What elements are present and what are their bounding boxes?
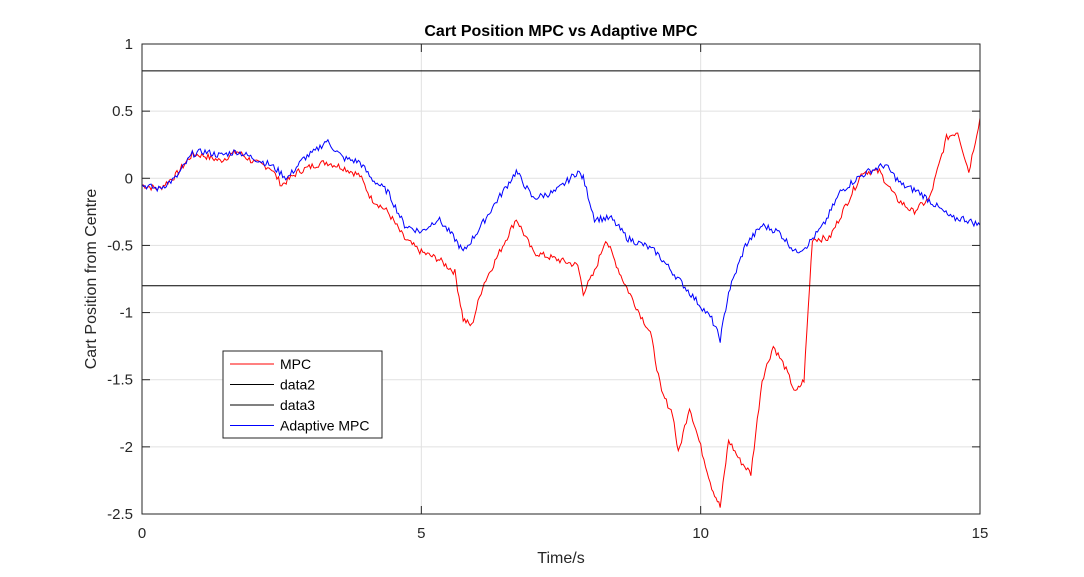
y-tick-label: -1 — [120, 305, 133, 322]
legend-entry: Adaptive MPC — [280, 418, 369, 434]
series-line-adaptive-mpc — [141, 138, 981, 343]
chart-title: Cart Position MPC vs Adaptive MPC — [424, 23, 698, 40]
series-line-mpc — [141, 117, 981, 508]
y-tick-label: -2 — [120, 439, 133, 456]
y-tick-label: -1.5 — [107, 372, 133, 389]
x-tick-label: 0 — [138, 525, 146, 542]
y-tick-label: -0.5 — [107, 237, 133, 254]
legend-box — [222, 350, 383, 439]
y-axis-label: Cart Position from Centre — [83, 189, 100, 370]
y-tick-label: -2.5 — [107, 506, 133, 523]
x-tick-label: 15 — [972, 525, 989, 542]
y-tick-label: 1 — [125, 36, 133, 53]
y-tick-label: 0 — [125, 170, 133, 187]
x-axis-label: Time/s — [537, 550, 584, 567]
series-group — [141, 70, 981, 508]
legend-entry: data3 — [280, 397, 315, 413]
y-tick-label: 0.5 — [112, 103, 133, 120]
legend-entry: data2 — [280, 377, 315, 393]
legend: MPC data2 data3 Adaptive MPC — [222, 350, 383, 439]
ticks: 0 5 10 15 1 0.5 0 -0.5 -1 -1.5 -2 -2.5 — [107, 36, 988, 542]
x-tick-label: 5 — [417, 525, 425, 542]
legend-entry: MPC — [280, 356, 311, 372]
x-tick-label: 10 — [692, 525, 709, 542]
plot-frame — [141, 43, 981, 515]
grid — [142, 44, 980, 514]
